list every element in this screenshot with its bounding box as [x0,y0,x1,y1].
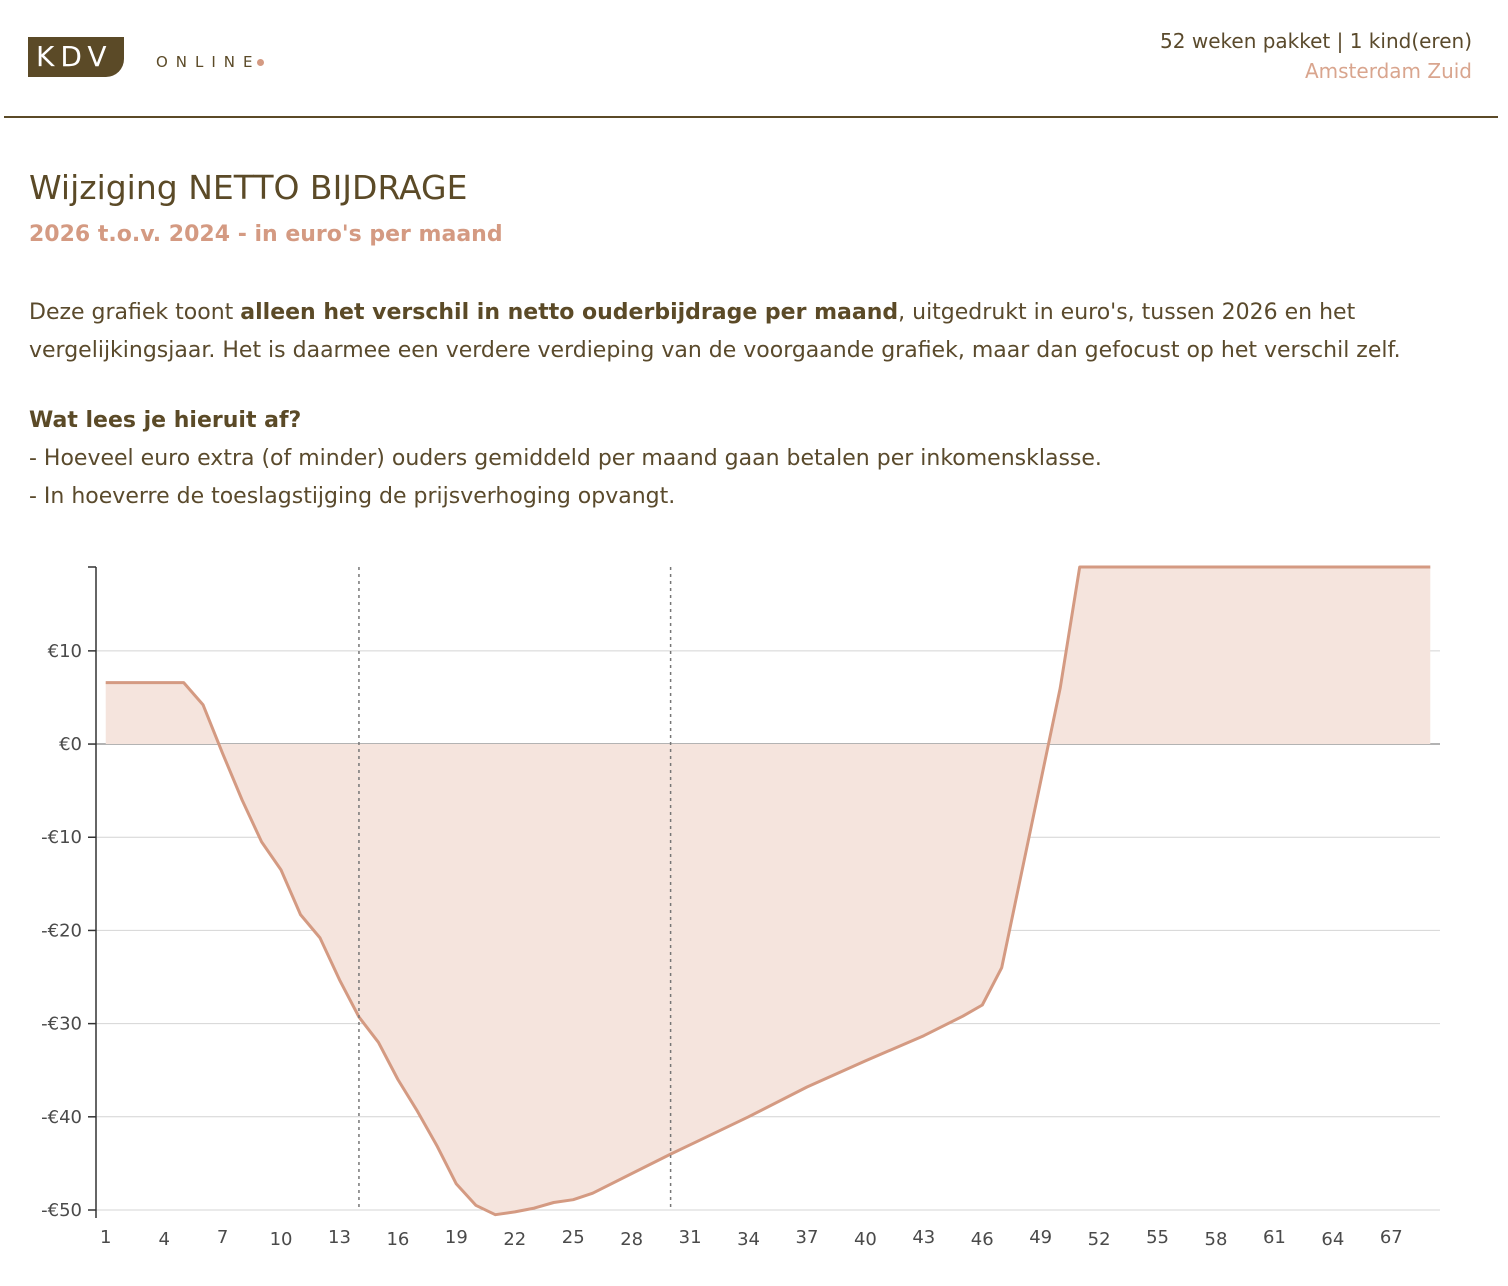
x-tick-label: 25 [562,1227,585,1248]
x-tick-label: 58 [1205,1229,1228,1250]
header: KDV ONLINE 52 weken pakket | 1 kind(eren… [0,0,1508,118]
x-tick-label: 28 [620,1229,643,1250]
x-tick-label: 43 [912,1227,935,1248]
description-bold: alleen het verschil in netto ouderbijdra… [240,300,899,325]
y-axis-ticks: €10 €0 -€10 -€20 -€30 -€40 -€50 [41,641,96,1221]
x-tick-label: 10 [270,1229,293,1250]
x-tick-label: 49 [1029,1227,1052,1248]
description: Deze grafiek toont alleen het verschil i… [29,294,1479,370]
x-tick-label: 61 [1263,1227,1286,1248]
bullet-item: - Hoeveel euro extra (of minder) ouders … [29,446,1102,471]
x-tick-label: 40 [854,1229,877,1250]
x-tick-label: 7 [217,1227,228,1248]
chart-markers [358,567,672,1210]
y-tick-label: -€50 [41,1200,82,1221]
y-tick-label: -€30 [41,1014,82,1035]
x-tick-label: 34 [737,1229,760,1250]
x-tick-label: 37 [796,1227,819,1248]
x-axis-ticks: 1 4 7 10 13 16 19 22 25 28 31 34 37 40 43 46 49 52 55 58 61 6… [100,1227,1403,1250]
y-tick-label: -€10 [41,827,82,848]
page-title: Wijziging NETTO BIJDRAGE [29,168,468,207]
logo-subtext: ONLINE [156,53,264,71]
description-part2: , uitgedrukt in euro's, tussen 2026 en h… [29,300,1401,363]
x-tick-label: 13 [328,1227,351,1248]
x-tick-label: 55 [1146,1227,1169,1248]
series-area [105,567,1431,1215]
logo-mark: KDV [28,37,124,77]
page-subtitle: 2026 t.o.v. 2024 - in euro's per maand [29,222,503,247]
header-divider [4,116,1498,118]
y-tick-label: -€40 [41,1107,82,1128]
y-tick-label: -€20 [41,920,82,941]
package-info: 52 weken pakket | 1 kind(eren) [1160,29,1472,53]
header-info: 52 weken pakket | 1 kind(eren) Amsterdam… [1160,28,1472,88]
location-label: Amsterdam Zuid [1304,59,1472,83]
series-line [105,565,1431,1217]
x-tick-label: 22 [503,1229,526,1250]
x-tick-label: 67 [1380,1227,1403,1248]
y-tick-label: €10 [48,641,82,662]
x-tick-label: 46 [971,1229,994,1250]
description-part1: Deze grafiek toont [29,300,241,325]
logo-subtext-label: ONLINE [156,53,261,71]
bullet-item: - In hoeverre de toeslagstijging de prij… [29,484,676,509]
x-tick-label: 64 [1321,1229,1344,1250]
x-tick-label: 19 [445,1227,468,1248]
x-tick-label: 16 [386,1229,409,1250]
y-tick-label: €0 [59,734,82,755]
x-tick-label: 1 [100,1227,111,1248]
netto-bijdrage-chart: €10 €0 -€10 -€20 -€30 -€40 -€50 1 4 7 10 13 16 19 22 2… [41,565,1440,1250]
chart-axes [88,566,97,1218]
chart-area [105,565,1431,1217]
x-tick-label: 31 [679,1227,702,1248]
logo-dot-icon [256,59,264,66]
x-tick-label: 4 [158,1229,169,1250]
question-title: Wat lees je hieruit af? [29,408,302,433]
x-tick-label: 52 [1088,1229,1111,1250]
